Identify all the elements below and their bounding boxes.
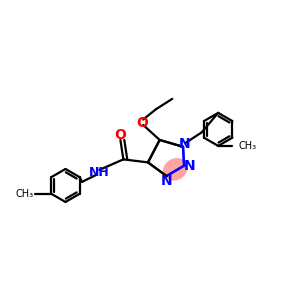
Text: O: O — [136, 116, 148, 130]
Text: N: N — [183, 159, 195, 173]
Text: N: N — [179, 137, 190, 151]
Ellipse shape — [163, 158, 188, 181]
Text: N: N — [161, 174, 172, 188]
Text: CH₃: CH₃ — [15, 189, 33, 199]
Text: CH₃: CH₃ — [238, 141, 256, 151]
Text: O: O — [114, 128, 126, 142]
Text: NH: NH — [88, 166, 109, 179]
